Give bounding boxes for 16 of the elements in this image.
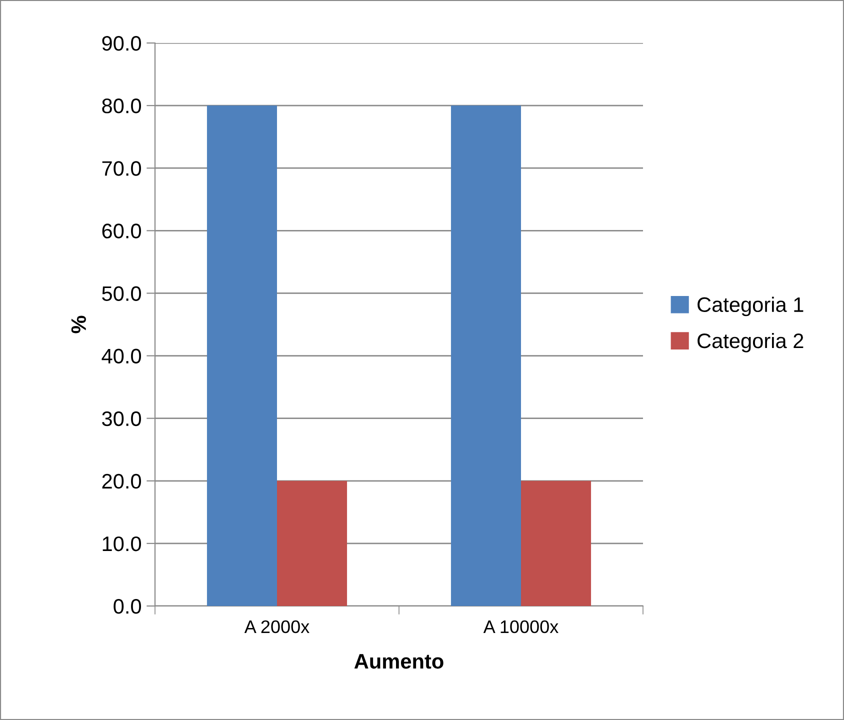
legend-label: Categoria 1 — [698, 296, 804, 316]
y-axis-title: % — [71, 316, 86, 334]
y-tick-label: 0.0 — [114, 599, 141, 614]
y-tick-label: 40.0 — [102, 348, 141, 364]
y-tick-label: 10.0 — [102, 536, 141, 552]
x-tick-label: A 2000x — [244, 620, 310, 634]
y-tick-label: 20.0 — [102, 474, 141, 489]
x-tick-label: A 10000x — [483, 620, 558, 634]
y-tick-label: 70.0 — [102, 161, 141, 176]
y-tick-label: 30.0 — [102, 411, 141, 426]
x-axis-title: Aumento — [354, 654, 444, 669]
y-tick-label: 50.0 — [102, 286, 141, 301]
legend-label: Categoria 2 — [698, 332, 804, 352]
y-tick-label: 80.0 — [102, 98, 141, 114]
y-tick-label: 90.0 — [102, 36, 141, 51]
y-tick-label: 60.0 — [102, 224, 141, 238]
